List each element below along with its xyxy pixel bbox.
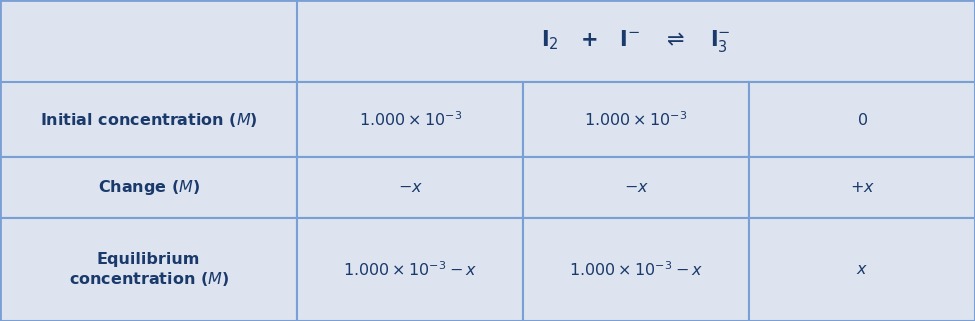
Text: $-x$: $-x$ (624, 180, 648, 195)
FancyBboxPatch shape (749, 157, 975, 218)
Text: $1.000 \times 10^{-3}$: $1.000 \times 10^{-3}$ (584, 110, 688, 129)
Text: $x$: $x$ (856, 262, 868, 277)
FancyBboxPatch shape (0, 82, 297, 157)
FancyBboxPatch shape (524, 218, 749, 321)
FancyBboxPatch shape (297, 218, 524, 321)
Text: $0$: $0$ (857, 112, 868, 127)
Text: $-x$: $-x$ (398, 180, 423, 195)
FancyBboxPatch shape (524, 157, 749, 218)
FancyBboxPatch shape (749, 82, 975, 157)
FancyBboxPatch shape (524, 82, 749, 157)
Text: $1.000 \times 10^{-3} - x$: $1.000 \times 10^{-3} - x$ (343, 260, 478, 279)
Text: Change ($\mathit{M}$): Change ($\mathit{M}$) (98, 178, 200, 197)
Text: $1.000 \times 10^{-3} - x$: $1.000 \times 10^{-3} - x$ (569, 260, 703, 279)
Text: $1.000 \times 10^{-3}$: $1.000 \times 10^{-3}$ (359, 110, 462, 129)
FancyBboxPatch shape (749, 218, 975, 321)
FancyBboxPatch shape (0, 218, 297, 321)
FancyBboxPatch shape (0, 157, 297, 218)
Text: $+x$: $+x$ (849, 180, 875, 195)
Text: Initial concentration ($\mathit{M}$): Initial concentration ($\mathit{M}$) (40, 110, 257, 129)
Text: I$_2$   +   I$^{-}$   $\rightleftharpoons$   I$_3^{-}$: I$_2$ + I$^{-}$ $\rightleftharpoons$ I$_… (541, 28, 731, 54)
FancyBboxPatch shape (297, 82, 524, 157)
FancyBboxPatch shape (297, 157, 524, 218)
FancyBboxPatch shape (297, 0, 975, 82)
Text: Equilibrium
concentration ($\mathit{M}$): Equilibrium concentration ($\mathit{M}$) (68, 252, 229, 288)
FancyBboxPatch shape (0, 0, 297, 82)
